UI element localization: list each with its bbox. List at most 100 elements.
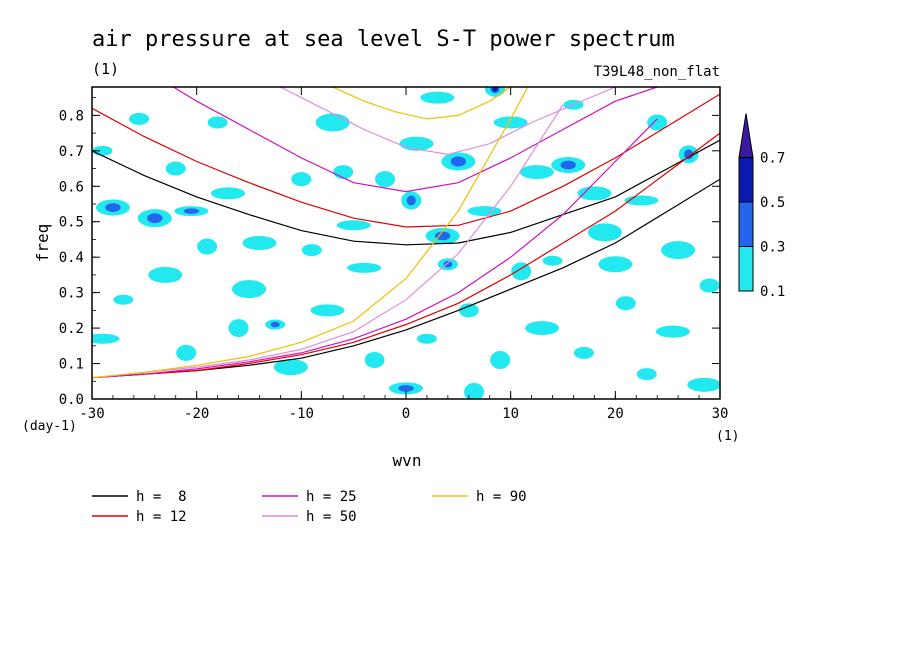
contour-patch (333, 165, 354, 180)
contour-patch-core (105, 203, 121, 212)
colorbar-extend-arrow (738, 113, 754, 158)
contour-patch-core (684, 149, 694, 160)
contour-patch (315, 113, 350, 132)
contour-patch (420, 91, 455, 104)
y-tick-label: 0.8 (59, 108, 84, 124)
series-line (172, 87, 658, 193)
contour-patch (242, 236, 277, 250)
contour-patch-core (398, 385, 414, 392)
contour-patch (291, 172, 312, 187)
contour-patch (165, 161, 186, 176)
x-axis: -30 -20 -10 0 10 20 30 (79, 87, 728, 422)
legend: h = 8 h = 12 h = 25 h = 50 h = 90 (92, 489, 527, 525)
contour-patch (336, 220, 371, 231)
series-line (92, 87, 529, 379)
y-axis: 0.0 0.1 0.2 0.3 0.4 0.5 0.6 0.7 0.8 (59, 97, 720, 408)
contour-patch (525, 321, 560, 336)
contour-patch (587, 223, 622, 242)
colorbar-label: 0.7 (760, 151, 785, 167)
series-line (92, 104, 564, 379)
colorbar-segment (738, 246, 754, 292)
contour-patch (490, 351, 511, 369)
contour-patch (375, 171, 396, 188)
contour-patch-core (406, 195, 416, 206)
series-line (92, 132, 720, 379)
x-axis-label: wvn (393, 451, 422, 470)
contour-patch (148, 266, 183, 283)
contour-patch (542, 255, 563, 266)
contour-patch (458, 303, 479, 318)
x-tick-label: 30 (712, 406, 729, 422)
series-line (332, 87, 512, 120)
contour-patch (197, 238, 218, 255)
contour-patch (113, 294, 134, 305)
contour-patch (636, 368, 657, 381)
contour-patch-core (450, 156, 466, 167)
legend-label: h = 90 (476, 489, 527, 505)
y-tick-label: 0.4 (59, 250, 84, 266)
contour-patch (211, 187, 246, 200)
contour-patch-core (270, 321, 280, 328)
contour-patch-core (443, 260, 453, 268)
legend-label: h = 50 (306, 509, 357, 525)
legend-label: h = 25 (306, 489, 357, 505)
x-units: (1) (716, 429, 739, 444)
contour-patch (301, 244, 322, 257)
contour-patch-core (434, 231, 451, 241)
contour-patch (310, 304, 345, 317)
contour-patch (699, 278, 720, 293)
x-tick-label: 0 (402, 406, 410, 422)
y-tick-label: 0.5 (59, 215, 84, 231)
legend-label: h = 8 (136, 489, 187, 505)
contour-patch (493, 116, 528, 129)
y-tick-label: 0.2 (59, 321, 84, 337)
contour-patch-peak (492, 87, 498, 92)
contour-patch (416, 333, 437, 344)
y-tick-label: 0.7 (59, 144, 84, 160)
series-line (92, 118, 658, 379)
contour-patch (232, 280, 266, 299)
contour-patch (207, 116, 228, 129)
dispersion-curves (92, 87, 720, 379)
contour-patch (573, 346, 594, 359)
y-tick-label: 0.3 (59, 286, 84, 302)
contour-patch-core (183, 208, 200, 214)
contour-patch (176, 344, 197, 361)
series-line (92, 93, 720, 228)
colorbar-label: 0.3 (760, 240, 785, 256)
contour-patch (228, 319, 249, 338)
chart-units: (1) (92, 60, 119, 78)
chart-title: air pressure at sea level S-T power spec… (92, 27, 675, 52)
y-tick-label: 0.1 (59, 357, 84, 373)
contour-patch (347, 262, 382, 273)
contour-patch (647, 114, 668, 131)
contour-patch (364, 352, 385, 368)
contour-patch (598, 256, 633, 273)
contour-patch-core (147, 213, 163, 224)
colorbar-segment (738, 157, 754, 203)
contour-patch (615, 296, 636, 311)
y-units: (day-1) (22, 419, 77, 434)
contour-patch (655, 325, 690, 338)
series-line (92, 139, 720, 246)
colorbar-label: 0.1 (760, 284, 785, 300)
contour-patch (687, 377, 720, 392)
x-tick-label: -20 (184, 406, 209, 422)
legend-label: h = 12 (136, 509, 187, 525)
contour-patch (511, 262, 532, 281)
contour-patches (92, 87, 720, 399)
contour-patch (661, 241, 696, 260)
colorbar: 0.1 0.3 0.5 0.7 (738, 113, 785, 300)
contour-patch-core (560, 160, 576, 170)
x-tick-label: -10 (289, 406, 314, 422)
x-tick-label: 20 (607, 406, 624, 422)
contour-patch (92, 333, 120, 344)
x-tick-label: 10 (502, 406, 519, 422)
colorbar-segment (738, 201, 754, 247)
x-tick-label: -30 (79, 406, 104, 422)
contour-patch (464, 382, 485, 399)
y-tick-label: 0.0 (59, 392, 84, 408)
y-axis-label: freq (33, 224, 52, 263)
contour-patch (519, 165, 554, 180)
